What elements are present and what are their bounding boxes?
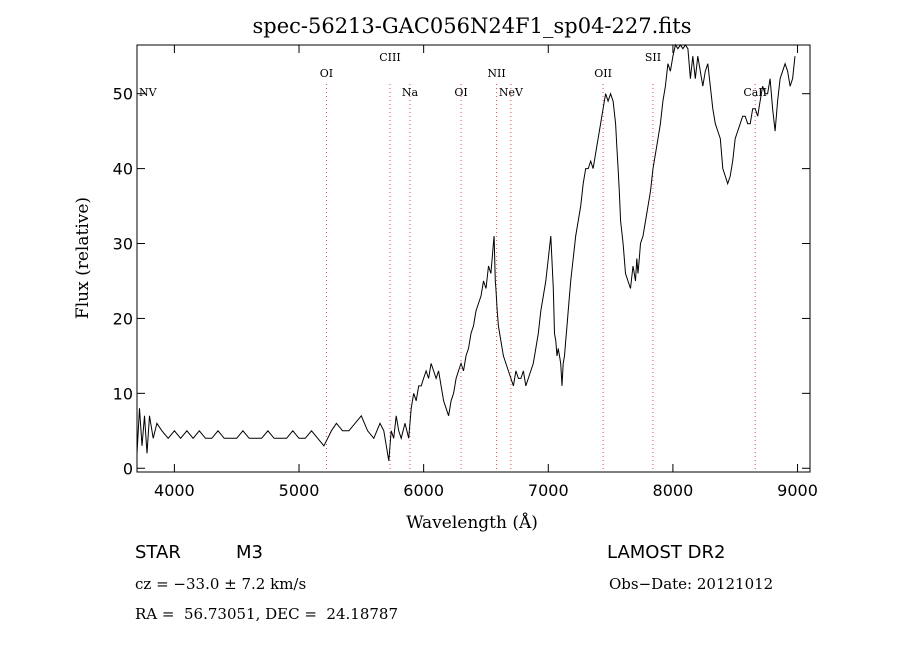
plot-frame <box>136 44 811 473</box>
obs-date: Obs−Date: 20121012 <box>609 575 773 593</box>
line-label: SII <box>645 51 661 64</box>
redshift-text: cz = −33.0 ± 7.2 km/s <box>135 575 306 593</box>
line-label: CIII <box>379 51 400 64</box>
spectrum-line <box>136 43 796 461</box>
x-tick-label: 4000 <box>154 481 195 500</box>
y-tick-label: 20 <box>113 309 133 328</box>
line-label: NII <box>487 67 505 80</box>
y-tick-label: 30 <box>113 235 133 254</box>
axis-ticks: 4000 5000 6000 7000 8000 9000 0 10 20 30 40 50 <box>113 45 818 500</box>
line-label: OI <box>454 86 467 99</box>
line-label: NV <box>139 86 158 99</box>
line-label: OII <box>594 67 612 80</box>
x-axis-label: Wavelength (Å) <box>406 512 538 533</box>
coordinates-text: RA = 56.73051, DEC = 24.18787 <box>135 605 398 623</box>
line-label: Na <box>402 86 419 99</box>
x-tick-label: 9000 <box>777 481 818 500</box>
line-label: OI <box>320 67 333 80</box>
survey-name: LAMOST DR2 <box>607 542 725 563</box>
x-tick-label: 8000 <box>653 481 694 500</box>
line-label: NeV <box>499 86 524 99</box>
object-type: STAR <box>135 542 181 563</box>
x-tick-label: 6000 <box>403 481 444 500</box>
object-subclass: M3 <box>236 542 263 563</box>
y-tick-label: 0 <box>123 459 133 478</box>
y-axis-label: Flux (relative) <box>73 197 93 319</box>
y-tick-label: 10 <box>113 384 133 403</box>
y-tick-label: 50 <box>113 85 133 104</box>
y-tick-label: 40 <box>113 160 133 179</box>
chart-title: spec-56213-GAC056N24F1_sp04-227.fits <box>252 14 691 38</box>
x-tick-label: 7000 <box>528 481 569 500</box>
x-tick-label: 5000 <box>279 481 320 500</box>
